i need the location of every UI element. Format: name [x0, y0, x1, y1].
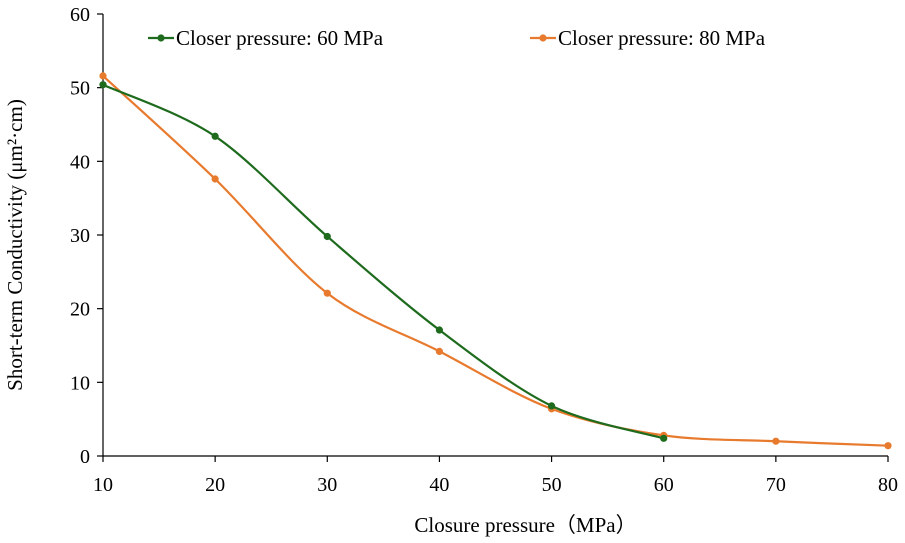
data-point: [211, 175, 219, 183]
data-point: [884, 442, 892, 450]
axes: [102, 14, 888, 457]
data-point: [772, 437, 780, 445]
y-axis-title: Short-term Conductivity (μm²·cm): [3, 99, 27, 391]
data-point: [435, 347, 444, 355]
legend-label: Closer pressure: 60 MPa: [176, 26, 384, 50]
data-point: [435, 326, 444, 334]
data-point: [323, 289, 331, 297]
data-point: [660, 434, 668, 442]
x-tick-label: 60: [654, 474, 674, 496]
series-line: [102, 75, 889, 447]
series-2: [99, 72, 892, 450]
series-1: [99, 81, 668, 442]
y-tick-label: 10: [70, 372, 90, 394]
x-tick-label: 10: [93, 474, 113, 496]
legend-item-2: Closer pressure: 80 MPa: [530, 26, 766, 50]
x-axis-title: Closure pressure（MPa）: [414, 513, 636, 537]
data-point: [99, 72, 107, 80]
y-tick-label: 40: [70, 151, 90, 173]
legend: Closer pressure: 60 MPa Closer pressure: …: [148, 26, 766, 50]
data-point: [323, 232, 331, 241]
y-tick-label: 30: [70, 225, 90, 247]
data-point: [99, 81, 107, 89]
legend-swatch-marker: [539, 34, 547, 42]
y-tick-label: 50: [70, 78, 90, 100]
y-tick-label: 20: [70, 299, 90, 321]
legend-item-1: Closer pressure: 60 MPa: [148, 26, 384, 50]
legend-label: Closer pressure: 80 MPa: [558, 26, 766, 50]
data-point: [547, 402, 556, 410]
series-line: [102, 83, 665, 440]
x-tick-label: 40: [429, 474, 449, 496]
x-tick-label: 50: [542, 474, 562, 496]
x-tick-label: 20: [205, 474, 225, 496]
data-point: [211, 132, 219, 140]
legend-swatch-marker: [157, 34, 165, 42]
series-layer: [99, 72, 892, 450]
x-tick-label: 70: [766, 474, 786, 496]
y-tick-label: 0: [80, 446, 90, 468]
x-tick-label: 30: [317, 474, 337, 496]
y-tick-label: 60: [70, 4, 90, 26]
x-tick-label: 80: [878, 474, 898, 496]
